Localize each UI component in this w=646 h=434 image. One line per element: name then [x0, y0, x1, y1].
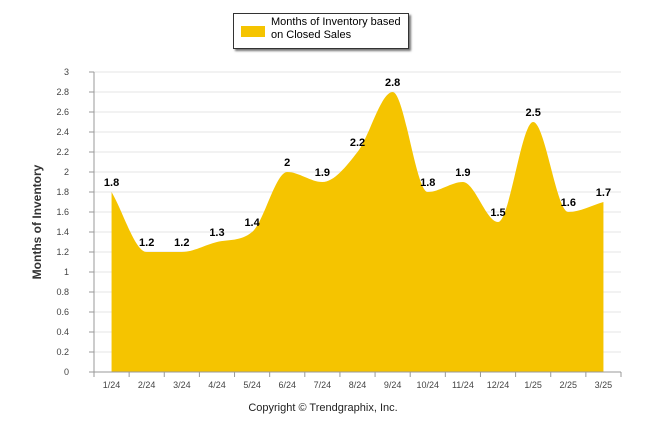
x-tick-label: 5/24 — [243, 380, 261, 390]
axes — [93, 72, 622, 377]
y-tick-label: 1.8 — [56, 187, 69, 197]
data-label: 1.8 — [420, 177, 435, 189]
data-label: 2.8 — [385, 77, 400, 89]
y-tick-label: 0.8 — [56, 287, 69, 297]
y-tick-label: 1.6 — [56, 207, 69, 217]
y-tick-label: 0.2 — [56, 347, 69, 357]
data-label: 2 — [284, 157, 290, 169]
inventory-area — [111, 92, 604, 372]
y-tick-label: 2.4 — [56, 127, 69, 137]
y-tick-label: 2.6 — [56, 107, 69, 117]
data-label: 1.9 — [455, 167, 470, 179]
legend-label: Months of Inventory based on Closed Sale… — [271, 16, 401, 41]
x-tick-label: 8/24 — [349, 380, 367, 390]
area-series — [111, 92, 604, 372]
data-label: 1.9 — [315, 167, 330, 179]
x-tick-label: 6/24 — [278, 380, 296, 390]
x-tick-label: 1/25 — [524, 380, 542, 390]
copyright-footer: Copyright © Trendgraphix, Inc. — [248, 402, 398, 414]
legend: Months of Inventory based on Closed Sale… — [233, 13, 409, 49]
y-tick-label: 0.4 — [56, 327, 69, 337]
data-label: 1.7 — [596, 187, 611, 199]
data-label: 1.2 — [139, 237, 154, 249]
y-tick-label: 1 — [64, 267, 69, 277]
x-tick-label: 10/24 — [417, 380, 440, 390]
x-tick-label: 1/24 — [103, 380, 121, 390]
x-tick-label: 12/24 — [487, 380, 510, 390]
data-label: 1.4 — [244, 217, 260, 229]
y-tick-label: 0 — [64, 367, 69, 377]
y-tick-labels: 0 0.2 0.4 0.6 0.8 1 1.2 1.4 1.6 1.8 2 2.2 2.4 2.6 2.8 3 — [56, 67, 69, 377]
x-tick-label: 2/25 — [560, 380, 578, 390]
x-tick-label: 3/25 — [595, 380, 613, 390]
legend-swatch — [241, 26, 265, 37]
y-tick-label: 2.8 — [56, 87, 69, 97]
y-tick-label: 2 — [64, 167, 69, 177]
data-label: 2.5 — [526, 107, 541, 119]
x-tick-label: 4/24 — [208, 380, 226, 390]
data-label: 1.2 — [174, 237, 189, 249]
data-label: 2.2 — [350, 137, 365, 149]
data-label: 1.3 — [209, 227, 224, 239]
y-tick-label: 1.4 — [56, 227, 69, 237]
data-labels: 1.8 1.2 1.2 1.3 1.4 2 1.9 2.2 2.8 1.8 1.9 1.5 2.5 1.6… — [104, 77, 611, 249]
data-label: 1.5 — [490, 207, 505, 219]
data-label: 1.6 — [561, 197, 576, 209]
x-tick-label: 9/24 — [384, 380, 402, 390]
data-label: 1.8 — [104, 177, 119, 189]
y-tick-label: 2.2 — [56, 147, 69, 157]
y-tick-label: 3 — [64, 67, 69, 77]
x-tick-label: 7/24 — [314, 380, 332, 390]
x-tick-label: 2/24 — [138, 380, 156, 390]
y-axis-title: Months of Inventory — [30, 164, 44, 279]
y-tick-label: 0.6 — [56, 307, 69, 317]
y-tick-label: 1.2 — [56, 247, 69, 257]
x-tick-label: 3/24 — [173, 380, 191, 390]
x-tick-labels: 1/24 2/24 3/24 4/24 5/24 6/24 7/24 8/24 9/24 10/2… — [103, 380, 612, 390]
x-tick-label: 11/24 — [452, 380, 474, 390]
